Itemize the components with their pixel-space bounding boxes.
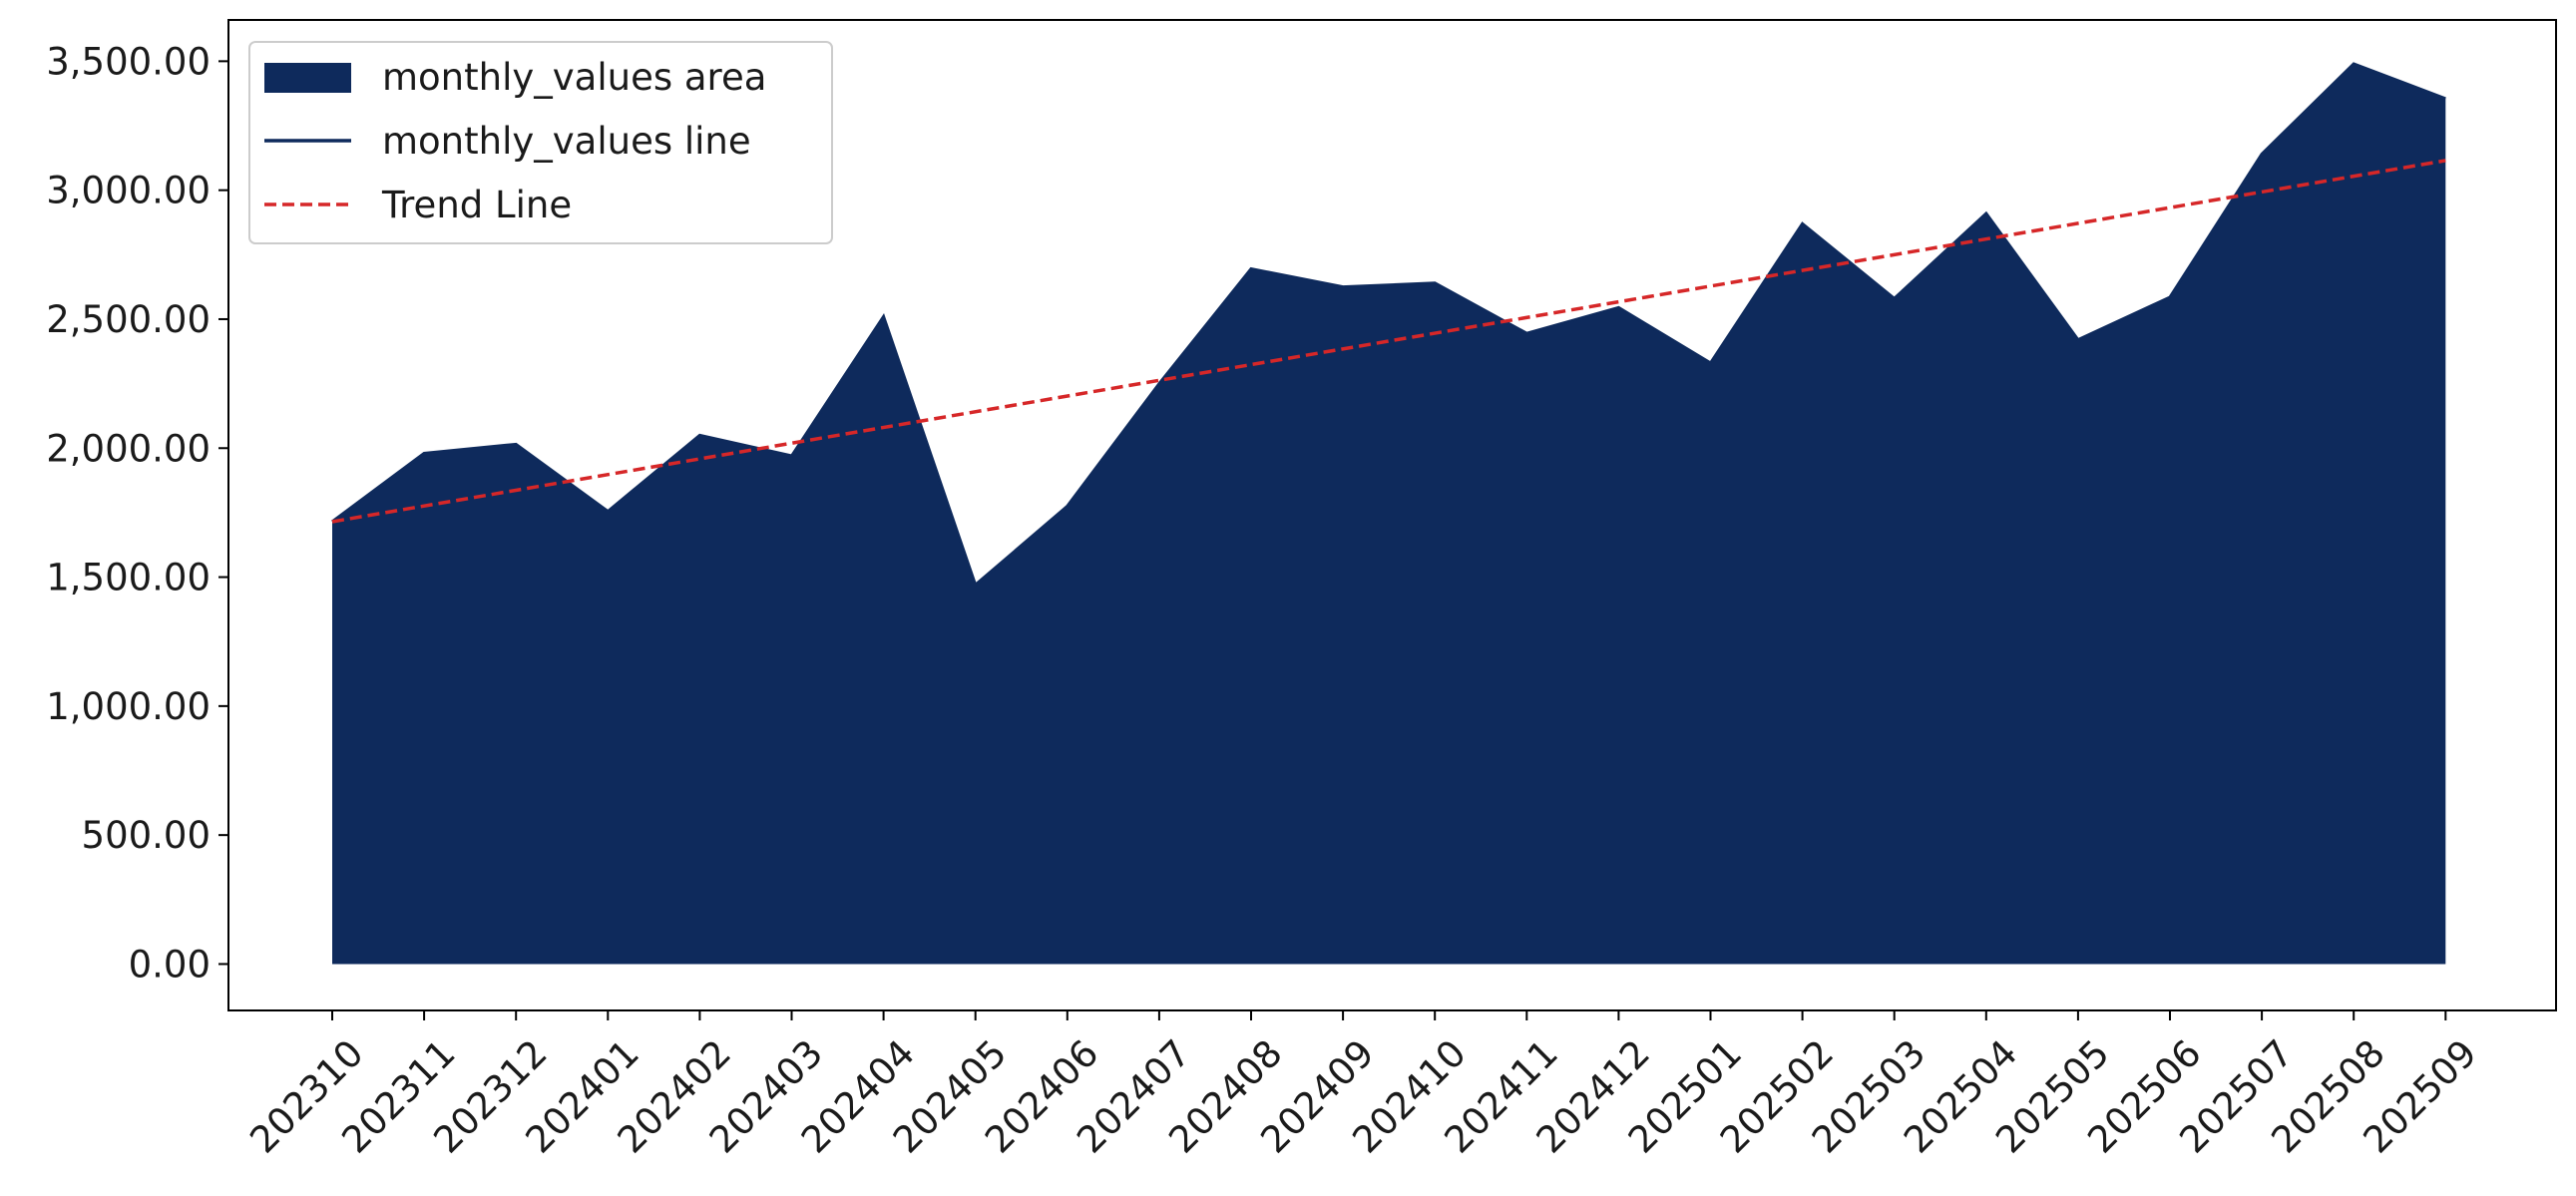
y-tick-label: 1,500.00 [46,557,211,599]
y-tick-label: 3,000.00 [46,170,211,212]
y-tick-label: 3,500.00 [46,40,211,83]
legend-label-area: monthly_values area [382,56,766,99]
line-series [331,62,2446,588]
area-series-fill [332,63,2446,965]
legend: monthly_values area monthly_values line … [248,41,833,244]
plot-frame [227,19,2557,1011]
y-tick-label: 500.00 [82,814,211,857]
legend-label-line: monthly_values line [382,120,751,163]
y-axis: 0.00 500.00 1,000.00 1,500.00 2,000.00 2,500.… [46,40,228,986]
legend-label-trend: Trend Line [381,184,572,226]
plot-area [331,62,2446,965]
y-tick-label: 2,000.00 [46,427,211,470]
y-tick-label: 0.00 [129,943,211,986]
trend-line [331,159,2446,524]
y-tick-label: 1,000.00 [46,685,211,728]
legend-swatch-area [264,63,351,93]
legend-box [248,41,833,244]
y-tick-label: 2,500.00 [46,298,211,341]
